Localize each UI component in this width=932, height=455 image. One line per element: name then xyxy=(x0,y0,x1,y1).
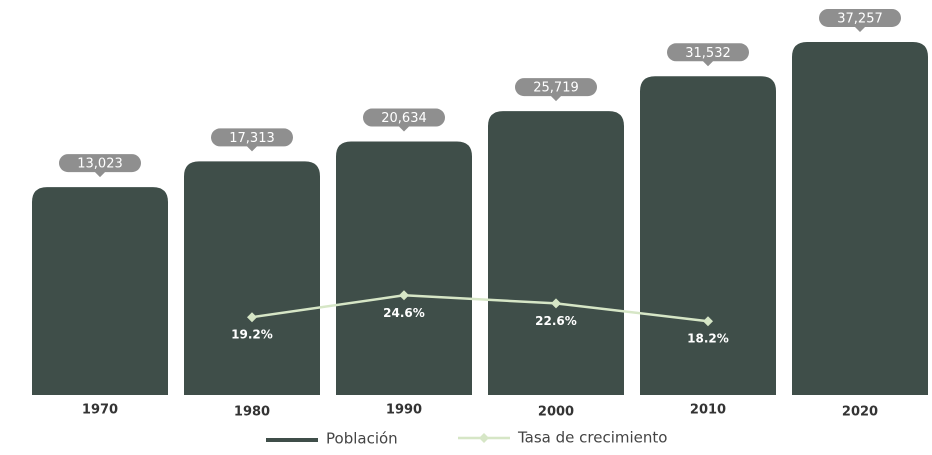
bar xyxy=(640,76,776,395)
label-bubble xyxy=(515,78,597,102)
bar-value-label: 13,023 xyxy=(77,157,123,172)
label-bubble xyxy=(667,43,749,67)
growth-point xyxy=(551,298,561,309)
label-bubble xyxy=(819,8,901,32)
legend-label: Población xyxy=(326,430,398,448)
label-bubble xyxy=(211,128,293,152)
x-tick-label: 1990 xyxy=(386,403,422,418)
bar-value-label: 37,257 xyxy=(837,11,883,26)
bar xyxy=(792,41,928,396)
bar xyxy=(488,111,624,395)
growth-point xyxy=(703,316,713,327)
x-tick-label: 2020 xyxy=(842,405,878,420)
growth-label: 22.6% xyxy=(535,314,577,328)
x-tick-label: 2000 xyxy=(538,405,574,420)
legend-label: Tasa de crecimiento xyxy=(517,429,667,447)
bar xyxy=(32,187,168,395)
growth-label: 24.6% xyxy=(383,306,425,320)
growth-line xyxy=(251,294,709,323)
label-bubble xyxy=(59,154,142,178)
growth-label: 19.2% xyxy=(231,328,273,342)
bar-value-label: 25,719 xyxy=(533,81,579,96)
bar-value-label: 17,313 xyxy=(229,131,275,146)
x-tick-label: 1980 xyxy=(234,405,270,420)
bar-value-label: 20,634 xyxy=(381,111,427,126)
bar xyxy=(336,141,472,395)
bar-value-label: 31,532 xyxy=(685,46,731,61)
bar xyxy=(184,161,320,395)
x-tick-label: 1970 xyxy=(82,403,118,418)
label-bubble xyxy=(363,108,446,132)
growth-point xyxy=(399,290,409,301)
x-tick-label: 2010 xyxy=(690,403,726,418)
growth-label: 18.2% xyxy=(687,332,729,346)
legend-marker xyxy=(479,433,489,443)
growth-point xyxy=(247,312,257,323)
